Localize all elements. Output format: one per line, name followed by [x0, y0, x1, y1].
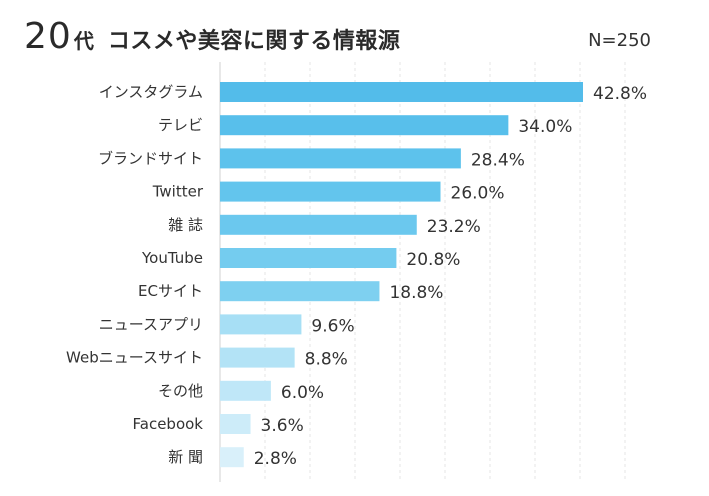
category-label: 新 聞 — [168, 448, 203, 466]
bar — [220, 148, 461, 169]
value-label: 3.6% — [261, 416, 304, 436]
value-label: 8.8% — [305, 350, 348, 370]
category-label: YouTube — [141, 249, 203, 267]
category-label: Twitter — [152, 183, 204, 201]
category-label: Facebook — [133, 415, 204, 433]
category-label: テレビ — [158, 116, 203, 134]
bar — [220, 82, 583, 102]
category-label: Webニュースサイト — [66, 349, 203, 367]
bar — [220, 447, 244, 468]
category-label: インスタグラム — [99, 83, 203, 101]
category-label: ECサイト — [138, 282, 203, 300]
category-label: ニュースアプリ — [99, 315, 203, 333]
category-label: 雑 誌 — [168, 216, 203, 234]
value-label: 34.0% — [518, 117, 572, 137]
value-label: 28.4% — [471, 150, 525, 170]
bar — [220, 414, 251, 434]
bar — [220, 181, 441, 202]
bar — [220, 248, 397, 268]
bar — [220, 281, 380, 302]
title-text: コスメや美容に関する情報源 — [107, 29, 401, 54]
bar — [220, 214, 417, 235]
category-label: その他 — [158, 382, 203, 400]
bar — [220, 347, 295, 368]
bar — [220, 314, 302, 335]
value-label: 18.8% — [389, 283, 443, 303]
chart-title: 20 代 コスメや美容に関する情報源 — [24, 16, 400, 64]
value-label: 26.0% — [451, 184, 505, 204]
bar — [220, 380, 271, 401]
value-label: 20.8% — [406, 250, 460, 270]
title-age-suffix: 代 — [73, 29, 94, 53]
bar — [220, 115, 509, 136]
sample-size-label: N=250 — [588, 30, 651, 51]
value-label: 23.2% — [427, 217, 481, 237]
title-age: 20 — [24, 16, 72, 57]
value-label: 9.6% — [311, 316, 354, 336]
value-label: 2.8% — [254, 449, 297, 469]
value-label: 42.8% — [593, 84, 647, 104]
category-label: ブランドサイト — [98, 149, 203, 167]
value-label: 6.0% — [281, 383, 324, 403]
